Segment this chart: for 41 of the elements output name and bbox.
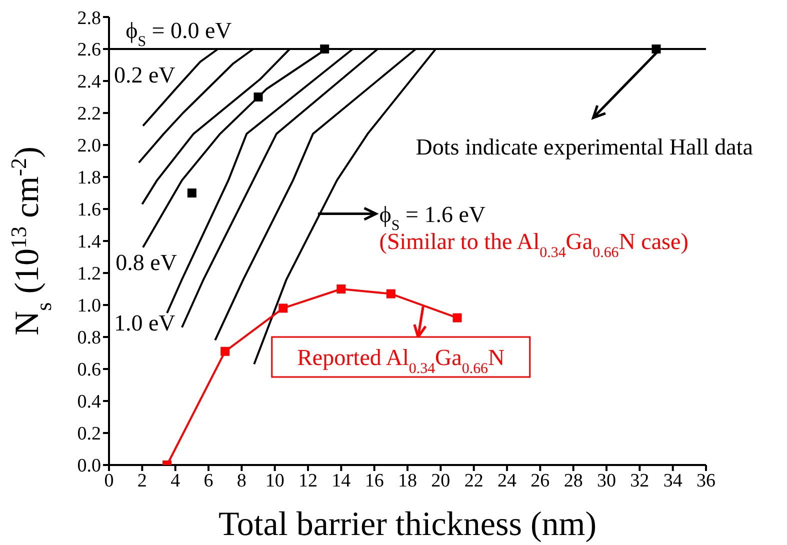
x-tick-label: 22 [464,470,484,492]
x-tick-label: 32 [630,470,650,492]
x-tick-label: 4 [170,470,181,492]
x-tick-label: 2 [137,470,147,492]
y-tick-label: 1.0 [77,296,101,317]
x-tick-label: 28 [564,470,583,492]
y-tick-label: 1.2 [77,264,101,285]
y-tick-label: 2.2 [77,104,101,125]
annotation: 0.2 eV [114,62,176,88]
annotation: Reported Al$_{0.34}$Ga$_{0.66}$N [297,345,506,377]
y-tick-label: 0.4 [77,392,102,413]
x-tick-label: 16 [364,470,384,492]
y-tick-label: 2.6 [77,40,101,61]
y-tick-label: 0.0 [77,456,101,477]
x-tick-label: 20 [431,470,450,492]
y-tick-label: 1.6 [77,200,101,221]
annotation: 1.0 eV [114,310,176,336]
x-tick-label: 12 [298,470,318,492]
x-tick-label: 24 [498,470,517,492]
y-tick-label: 0.2 [77,424,101,445]
x-tick-label: 8 [236,470,246,492]
y-tick-label: 2.8 [77,8,101,29]
y-tick-label: 0.8 [77,328,101,349]
y-tick-label: 2.4 [77,72,102,93]
y-tick-label: 0.6 [77,360,101,381]
x-axis-title: Total barrier thickness (nm) [218,506,597,543]
annotation: 0.8 eV [116,250,178,275]
y-tick-label: 1.4 [77,232,102,253]
x-tick-label: 36 [696,470,716,492]
x-tick-label: 30 [597,470,616,492]
x-tick-label: 10 [265,470,284,492]
y-tick-label: 1.8 [77,168,101,189]
annotation: ϕ$_{S}$ = 0.0 eV [126,18,232,50]
x-tick-label: 0 [104,470,114,492]
x-tick-label: 14 [332,470,352,492]
x-tick-label: 26 [530,470,550,492]
x-tick-label: 34 [663,470,683,492]
x-tick-label: 6 [204,470,214,492]
annotation: Dots indicate experimental Hall data [416,134,754,160]
x-tick-label: 18 [398,470,417,492]
y-tick-label: 2.0 [77,136,101,157]
